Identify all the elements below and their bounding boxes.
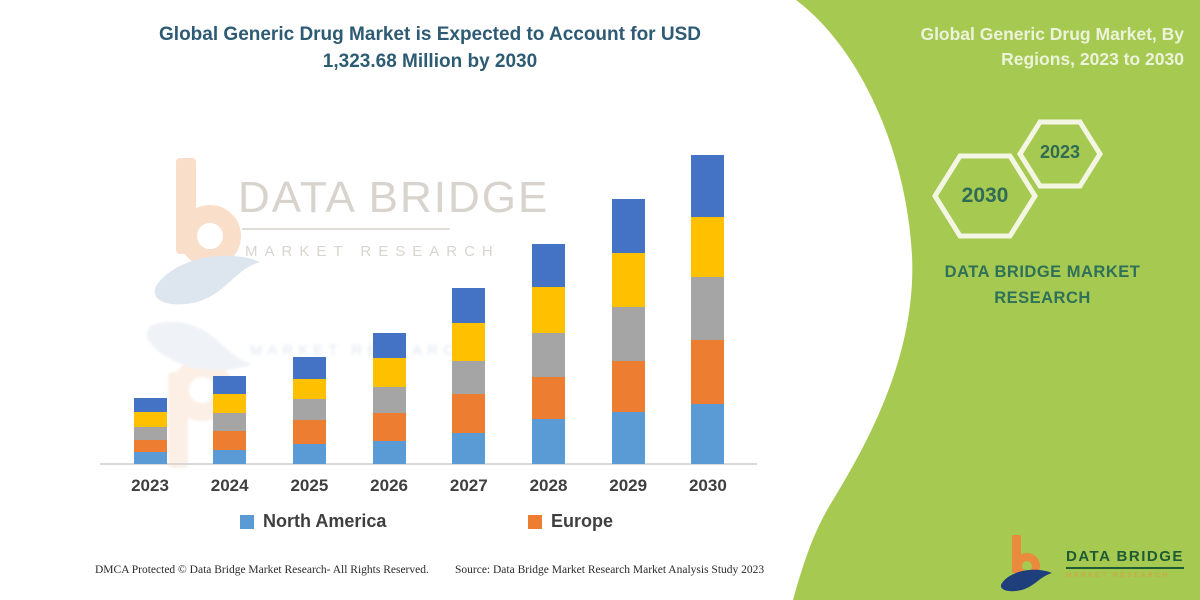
x-axis-label-2023: 2023: [131, 476, 169, 495]
bar-segment: [213, 413, 247, 432]
bar-segment: [452, 288, 486, 324]
logo-name: DATA BRIDGE: [1066, 548, 1184, 569]
bar-segment: [213, 450, 247, 464]
legend-label-north-america: North America: [263, 511, 387, 531]
bar-chart: 2023 2024 2025 2026 2027 2028 2029 2030: [100, 140, 760, 504]
hexagon-year-2030: 2030: [961, 184, 1009, 207]
bar-2029: [611, 199, 645, 464]
bar-segment: [372, 412, 406, 441]
bar-segment: [452, 323, 486, 362]
bar-segment: [292, 398, 326, 420]
x-axis-label-2024: 2024: [210, 476, 249, 495]
bar-segment: [133, 440, 167, 453]
bar-segment: [292, 443, 326, 464]
x-axis-label-2030: 2030: [688, 476, 727, 495]
bar-segment: [372, 358, 406, 387]
x-axis-label-2026: 2026: [370, 476, 408, 495]
bar-2023: [133, 398, 167, 464]
legend-label-europe: Europe: [551, 511, 614, 531]
brand-caption: DATA BRIDGE MARKET RESEARCH: [944, 263, 1141, 307]
bar-2025: [292, 356, 326, 464]
databridge-logo: DATA BRIDGE MARKET RESEARCH: [1000, 532, 1185, 594]
bar-segment: [532, 418, 565, 464]
bar-segment: [611, 411, 645, 464]
bar-segment: [133, 398, 167, 413]
bar-segment: [372, 440, 406, 464]
footer-dmca-text: DMCA Protected © Data Bridge Market Rese…: [95, 564, 429, 576]
x-axis-line: [100, 463, 757, 465]
hexagon-group: 2030 2023: [900, 100, 1140, 260]
x-axis-label-2028: 2028: [529, 476, 568, 495]
bar-segment: [452, 432, 486, 464]
bar-segment: [292, 419, 326, 444]
bar-segment: [133, 427, 167, 441]
bar-segment: [691, 277, 725, 341]
hexagon-shapes-icon: [932, 119, 1103, 239]
bar-segment: [611, 199, 645, 254]
bar-segment: [691, 217, 725, 278]
bar-segment: [691, 155, 725, 218]
bar-segment: [691, 340, 725, 405]
bar-2028: [532, 244, 565, 464]
bar-segment: [452, 394, 486, 433]
x-axis-label-2027: 2027: [449, 476, 488, 495]
hexagon-year-2023: 2023: [1039, 142, 1081, 162]
bar-2026: [372, 333, 406, 464]
logo-tagline: MARKET RESEARCH: [1066, 571, 1170, 579]
bar-2027: [452, 288, 486, 464]
bar-segment: [213, 376, 247, 395]
bar-segment: [372, 387, 406, 413]
chart-title: Global Generic Drug Market is Expected t…: [159, 24, 701, 72]
legend-swatch-europe-icon: [528, 514, 542, 529]
bar-2030: [691, 155, 725, 464]
bar-segment: [213, 431, 247, 450]
bar-segment: [133, 452, 167, 464]
bar-segment: [611, 361, 645, 412]
bar-segment: [532, 244, 565, 288]
bar-2024: [213, 376, 247, 464]
bar-segment: [611, 253, 645, 308]
bar-segment: [372, 333, 406, 359]
bar-segment: [213, 394, 247, 414]
databridge-logo-icon: [1000, 535, 1052, 592]
side-panel-title: Global Generic Drug Market, By Regions, …: [920, 24, 1184, 70]
bar-segment: [133, 412, 167, 428]
legend-item-europe: Europe: [528, 511, 613, 532]
bar-segment: [532, 376, 565, 419]
legend-item-north-america: North America: [240, 511, 386, 532]
bar-segment: [292, 356, 326, 379]
legend-swatch-north-america-icon: [240, 514, 254, 529]
x-axis-label-2029: 2029: [609, 476, 648, 495]
bar-segment: [611, 307, 645, 362]
bar-segment: [691, 404, 725, 464]
bar-segment: [292, 378, 326, 399]
bar-segment: [532, 333, 565, 377]
bar-segment: [532, 287, 565, 334]
x-axis-label-2025: 2025: [290, 476, 329, 495]
bar-segment: [452, 361, 486, 394]
footer-source-text: Source: Data Bridge Market Research Mark…: [455, 564, 765, 576]
